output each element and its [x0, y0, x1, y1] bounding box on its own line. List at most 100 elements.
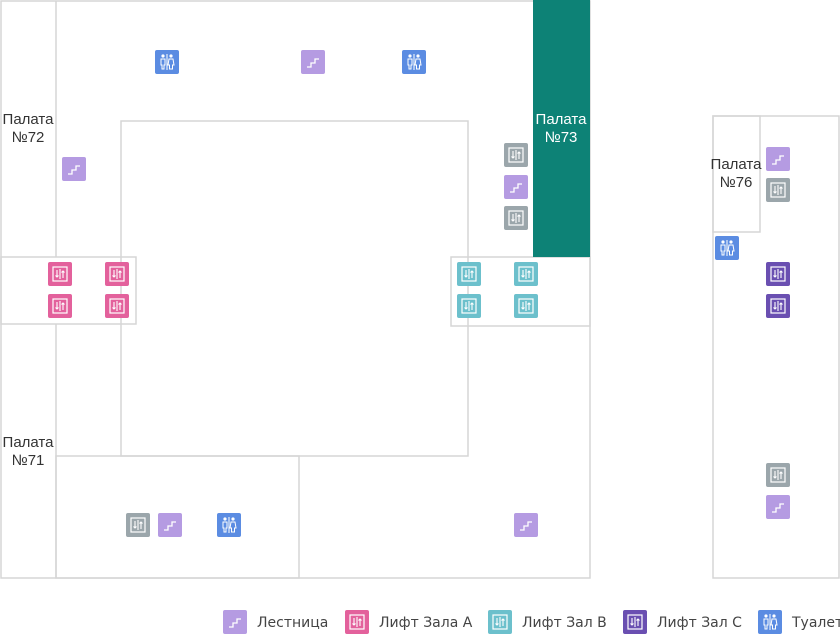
icon-bg [301, 50, 325, 74]
glyph [352, 617, 362, 627]
glyph [112, 269, 122, 279]
room-number: №73 [545, 129, 578, 146]
glyph [518, 266, 534, 282]
icon-lift [766, 262, 790, 286]
glyph [349, 614, 365, 630]
glyph [222, 521, 237, 533]
icon-bg [223, 610, 247, 634]
glyph [729, 240, 733, 244]
glyph [52, 298, 68, 314]
glyph [770, 467, 786, 483]
icon-stairs [62, 157, 86, 181]
icon-lift [457, 294, 481, 318]
legend: Лестница Лифт Зала A Лифт Зал B Лифт Зал C Т… [223, 610, 840, 634]
room-name: Палата [3, 111, 55, 128]
glyph [130, 517, 146, 533]
glyph [169, 54, 173, 58]
icon-lift [105, 294, 129, 318]
glyph [720, 244, 735, 256]
glyph [223, 517, 227, 521]
icon-stairs [766, 495, 790, 519]
icon-lift [48, 262, 72, 286]
icon-lift [514, 294, 538, 318]
glyph [521, 269, 531, 279]
legend-label: Лифт Зал B [522, 615, 607, 631]
icon-toilet [758, 610, 782, 634]
icon-toilet [217, 513, 241, 537]
icon-toilet [155, 50, 179, 74]
glyph [461, 298, 477, 314]
legend-label: Лифт Зала A [379, 615, 473, 631]
glyph [55, 301, 65, 311]
corridor-right [450, 256, 591, 327]
glyph [772, 155, 784, 165]
glyph [492, 614, 508, 630]
glyph [511, 213, 521, 223]
glyph [307, 58, 319, 68]
icon-lift [766, 178, 790, 202]
icon-toilet [402, 50, 426, 74]
icon-lift [457, 262, 481, 286]
legend-item[interactable]: Туалет [758, 610, 840, 634]
glyph [773, 470, 783, 480]
building-right [712, 115, 840, 579]
room-name: Палата [711, 156, 763, 173]
glyph [416, 54, 420, 58]
room-number: №72 [12, 129, 45, 146]
legend-item[interactable]: Лифт Зал B [488, 610, 607, 634]
glyph [55, 269, 65, 279]
glyph [773, 301, 783, 311]
glyph [763, 618, 778, 630]
courtyard [120, 120, 469, 457]
icon-lift [488, 610, 512, 634]
icon-stairs [158, 513, 182, 537]
icon-stairs [301, 50, 325, 74]
glyph [109, 266, 125, 282]
room-76 [712, 115, 761, 233]
icon-lift [48, 294, 72, 318]
glyph [518, 298, 534, 314]
glyph [770, 298, 786, 314]
glyph [511, 150, 521, 160]
room-labels: Палата №72 Палата №73 Палата №71 Палата … [3, 111, 763, 469]
glyph [52, 266, 68, 282]
icon-bg [62, 157, 86, 181]
room-number: №76 [720, 174, 753, 191]
glyph [510, 183, 522, 193]
legend-item[interactable]: Лестница [223, 610, 328, 634]
glyph [770, 266, 786, 282]
room-name: Палата [3, 434, 55, 451]
room-highlight[interactable] [533, 0, 590, 257]
glyph [464, 269, 474, 279]
legend-item[interactable]: Лифт Зала A [345, 610, 473, 634]
icon-lift [504, 206, 528, 230]
glyph [772, 614, 776, 618]
icon-lift [345, 610, 369, 634]
glyph [773, 269, 783, 279]
hall-bottom [55, 455, 300, 579]
glyph [231, 517, 235, 521]
glyph [520, 521, 532, 531]
glyph [721, 240, 725, 244]
icon-lift [623, 610, 647, 634]
glyph [764, 614, 768, 618]
glyph [160, 58, 175, 70]
legend-label: Туалет [791, 615, 840, 631]
glyph [112, 301, 122, 311]
icon-bg [766, 495, 790, 519]
glyph [770, 182, 786, 198]
corridor-left [0, 256, 137, 325]
walls [0, 0, 840, 579]
icon-lift [766, 294, 790, 318]
icon-bg [158, 513, 182, 537]
legend-item[interactable]: Лифт Зал C [623, 610, 742, 634]
glyph [464, 301, 474, 311]
icon-bg [514, 513, 538, 537]
glyph [773, 185, 783, 195]
glyph [630, 617, 640, 627]
glyph [627, 614, 643, 630]
glyph [508, 147, 524, 163]
glyph [495, 617, 505, 627]
glyph [133, 520, 143, 530]
